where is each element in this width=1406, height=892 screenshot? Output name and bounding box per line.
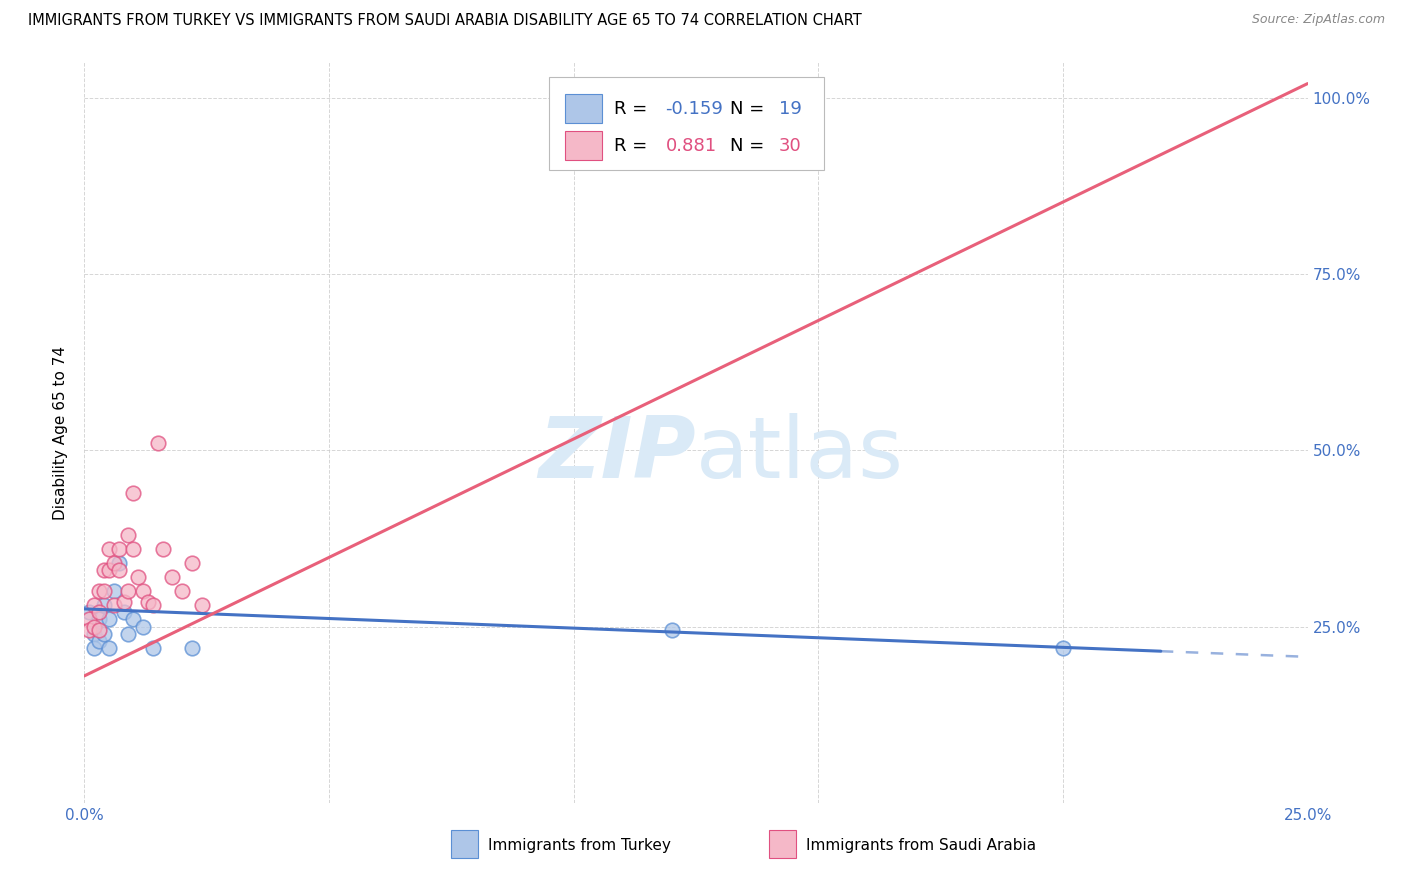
Point [122, 485, 145, 500]
Text: Immigrants from Saudi Arabia: Immigrants from Saudi Arabia [806, 838, 1036, 854]
Point [83, 626, 105, 640]
Point [661, 623, 683, 637]
Point [83, 599, 105, 613]
FancyBboxPatch shape [550, 78, 824, 169]
Point [181, 556, 204, 570]
Point [146, 436, 169, 450]
Point [97, 563, 120, 577]
Point [142, 599, 165, 613]
Point [77, 606, 100, 620]
Point [87, 612, 110, 626]
Point [97, 612, 120, 626]
Text: 0.881: 0.881 [665, 137, 717, 155]
FancyBboxPatch shape [565, 130, 602, 161]
FancyBboxPatch shape [451, 830, 478, 858]
Point [103, 599, 125, 613]
Point [107, 563, 129, 577]
Point [132, 584, 155, 599]
Point [191, 599, 214, 613]
Text: Source: ZipAtlas.com: Source: ZipAtlas.com [1251, 13, 1385, 27]
Y-axis label: Disability Age 65 to 74: Disability Age 65 to 74 [53, 345, 69, 520]
Point [87, 584, 110, 599]
Text: ZIP: ZIP [538, 413, 696, 496]
Point [87, 606, 110, 620]
Text: atlas: atlas [696, 413, 904, 496]
Text: -0.159: -0.159 [665, 100, 723, 118]
FancyBboxPatch shape [769, 830, 796, 858]
Point [103, 556, 125, 570]
Text: IMMIGRANTS FROM TURKEY VS IMMIGRANTS FROM SAUDI ARABIA DISABILITY AGE 65 TO 74 C: IMMIGRANTS FROM TURKEY VS IMMIGRANTS FRO… [28, 13, 862, 29]
Text: 19: 19 [779, 100, 801, 118]
Point [122, 541, 145, 556]
Point [93, 584, 115, 599]
Text: N =: N = [730, 137, 770, 155]
Point [152, 541, 174, 556]
Point [112, 595, 135, 609]
Point [117, 528, 139, 542]
Point [83, 640, 105, 655]
Point [93, 599, 115, 613]
Point [87, 623, 110, 637]
FancyBboxPatch shape [565, 94, 602, 123]
Point [136, 595, 159, 609]
Point [117, 626, 139, 640]
Point [77, 623, 100, 637]
Point [122, 612, 145, 626]
Point [77, 612, 100, 626]
Point [117, 584, 139, 599]
Point [107, 556, 129, 570]
Point [83, 619, 105, 633]
Point [162, 570, 184, 584]
Point [127, 570, 149, 584]
Text: R =: R = [614, 100, 652, 118]
Point [103, 584, 125, 599]
Point [93, 563, 115, 577]
Point [1052, 640, 1074, 655]
Point [87, 633, 110, 648]
Text: N =: N = [730, 100, 770, 118]
Point [97, 640, 120, 655]
Point [132, 619, 155, 633]
Point [142, 640, 165, 655]
Point [93, 626, 115, 640]
Point [107, 541, 129, 556]
Text: 30: 30 [779, 137, 801, 155]
Text: Immigrants from Turkey: Immigrants from Turkey [488, 838, 671, 854]
Point [181, 640, 204, 655]
Point [112, 606, 135, 620]
Point [172, 584, 194, 599]
Point [97, 541, 120, 556]
Text: R =: R = [614, 137, 652, 155]
